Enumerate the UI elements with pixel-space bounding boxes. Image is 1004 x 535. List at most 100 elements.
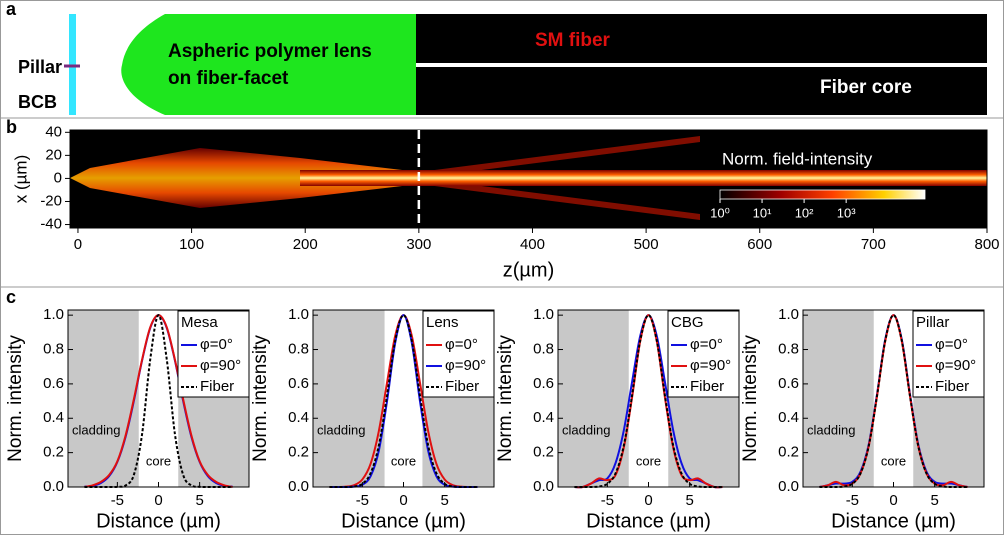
bcb-label: BCB <box>18 92 57 112</box>
legend-label: Fiber <box>445 378 479 395</box>
x-axis-label: Distance (µm) <box>586 510 711 532</box>
x-tick-label: 600 <box>747 236 772 253</box>
x-tick-label: -5 <box>846 492 859 509</box>
y-tick-label: 0.6 <box>288 375 309 392</box>
y-tick-label: 0.2 <box>533 444 554 461</box>
legend-label: φ=90° <box>935 357 976 374</box>
y-tick-label: 0.0 <box>43 478 64 495</box>
x-tick-label: 5 <box>440 492 448 509</box>
y-tick-label: 40 <box>45 123 62 140</box>
core-label: core <box>881 453 906 468</box>
legend-title: Pillar <box>916 314 949 331</box>
cladding-label: cladding <box>72 422 120 437</box>
cladding-region <box>68 310 139 487</box>
panel-label: b <box>6 117 17 137</box>
colorbar-tick-label: 10⁰ <box>710 205 730 220</box>
y-tick-label: -20 <box>40 192 62 209</box>
x-tick-label: 300 <box>406 236 431 253</box>
fiber-label: SM fiber <box>535 30 611 51</box>
y-tick-label: 0.8 <box>43 340 64 357</box>
core-label: core <box>636 453 661 468</box>
fiber-core <box>416 67 987 115</box>
y-tick-label: 0.6 <box>778 375 799 392</box>
series-line <box>819 314 968 488</box>
x-tick-label: 0 <box>889 492 897 509</box>
series-line <box>574 314 723 489</box>
cladding-region <box>313 310 385 487</box>
x-tick-label: -5 <box>356 492 369 509</box>
x-tick-label: 400 <box>520 236 545 253</box>
y-axis-label: Norm. intensity <box>250 335 271 462</box>
y-axis-label: x (µm) <box>11 155 30 204</box>
plot-frame <box>69 129 988 229</box>
cladding-label: cladding <box>562 422 610 437</box>
legend-label: Fiber <box>690 378 724 395</box>
panel-label: c <box>6 287 16 307</box>
legend-label: φ=0° <box>200 336 233 353</box>
y-tick-label: 0.4 <box>778 409 799 426</box>
y-axis-label: Norm. intensity <box>5 335 26 462</box>
x-tick-label: 5 <box>195 492 203 509</box>
y-tick-label: 0.0 <box>533 478 554 495</box>
legend-label: Fiber <box>200 378 234 395</box>
y-axis-label: Norm. intensity <box>740 335 761 462</box>
beam-lobe <box>419 178 700 220</box>
colorbar-tick-label: 10³ <box>837 205 856 220</box>
y-tick-label: 0.0 <box>778 478 799 495</box>
cladding-region <box>558 310 629 487</box>
legend-label: φ=90° <box>200 357 241 374</box>
x-axis-label: Distance (µm) <box>831 510 956 532</box>
legend-label: φ=90° <box>690 357 731 374</box>
legend <box>177 310 250 398</box>
lens-label: Aspheric polymer lens <box>168 41 372 62</box>
y-tick-label: 0 <box>54 169 62 186</box>
x-tick-label: 5 <box>930 492 938 509</box>
x-tick-label: 700 <box>861 236 886 253</box>
beam-core <box>300 170 987 186</box>
core-label: core <box>391 453 416 468</box>
legend-title: Lens <box>426 314 459 331</box>
y-tick-label: 0.4 <box>288 409 309 426</box>
legend-label: φ=0° <box>445 336 478 353</box>
lens-label: on fiber-facet <box>168 68 289 89</box>
y-tick-label: 0.4 <box>43 409 64 426</box>
y-tick-label: 0.8 <box>288 340 309 357</box>
x-tick-label: 0 <box>154 492 162 509</box>
legend-label: Fiber <box>935 378 969 395</box>
y-axis-label: Norm. intensity <box>495 335 516 462</box>
beam <box>70 148 419 208</box>
legend-label: φ=0° <box>935 336 968 353</box>
x-tick-label: 500 <box>634 236 659 253</box>
legend <box>912 310 985 398</box>
x-tick-label: 0 <box>644 492 652 509</box>
y-tick-label: 0.8 <box>533 340 554 357</box>
core-label: Fiber core <box>820 77 912 98</box>
x-tick-label: 0 <box>399 492 407 509</box>
lens <box>121 14 417 115</box>
colorbar <box>719 189 926 200</box>
panel-label: a <box>6 0 17 19</box>
y-tick-label: 0.4 <box>533 409 554 426</box>
x-tick-label: -5 <box>601 492 614 509</box>
y-tick-label: 0.2 <box>43 444 64 461</box>
colorbar-label: Norm. field-intensity <box>722 149 873 168</box>
y-tick-label: 0.0 <box>288 478 309 495</box>
y-tick-label: 1.0 <box>288 306 309 323</box>
beam-lobe <box>419 136 700 178</box>
fiber <box>416 14 987 63</box>
x-axis-label: Distance (µm) <box>96 510 221 532</box>
y-tick-label: 0.8 <box>778 340 799 357</box>
core-label: core <box>146 453 171 468</box>
colorbar-tick-label: 10² <box>795 205 814 220</box>
y-tick-label: 1.0 <box>43 306 64 323</box>
cladding-label: cladding <box>807 422 855 437</box>
y-tick-label: 1.0 <box>778 306 799 323</box>
x-tick-label: 800 <box>974 236 999 253</box>
cladding-label: cladding <box>317 422 365 437</box>
x-tick-label: 0 <box>74 236 82 253</box>
y-tick-label: 0.2 <box>778 444 799 461</box>
y-tick-label: 0.6 <box>533 375 554 392</box>
legend-label: φ=90° <box>445 357 486 374</box>
colorbar-tick-label: 10¹ <box>753 205 772 220</box>
